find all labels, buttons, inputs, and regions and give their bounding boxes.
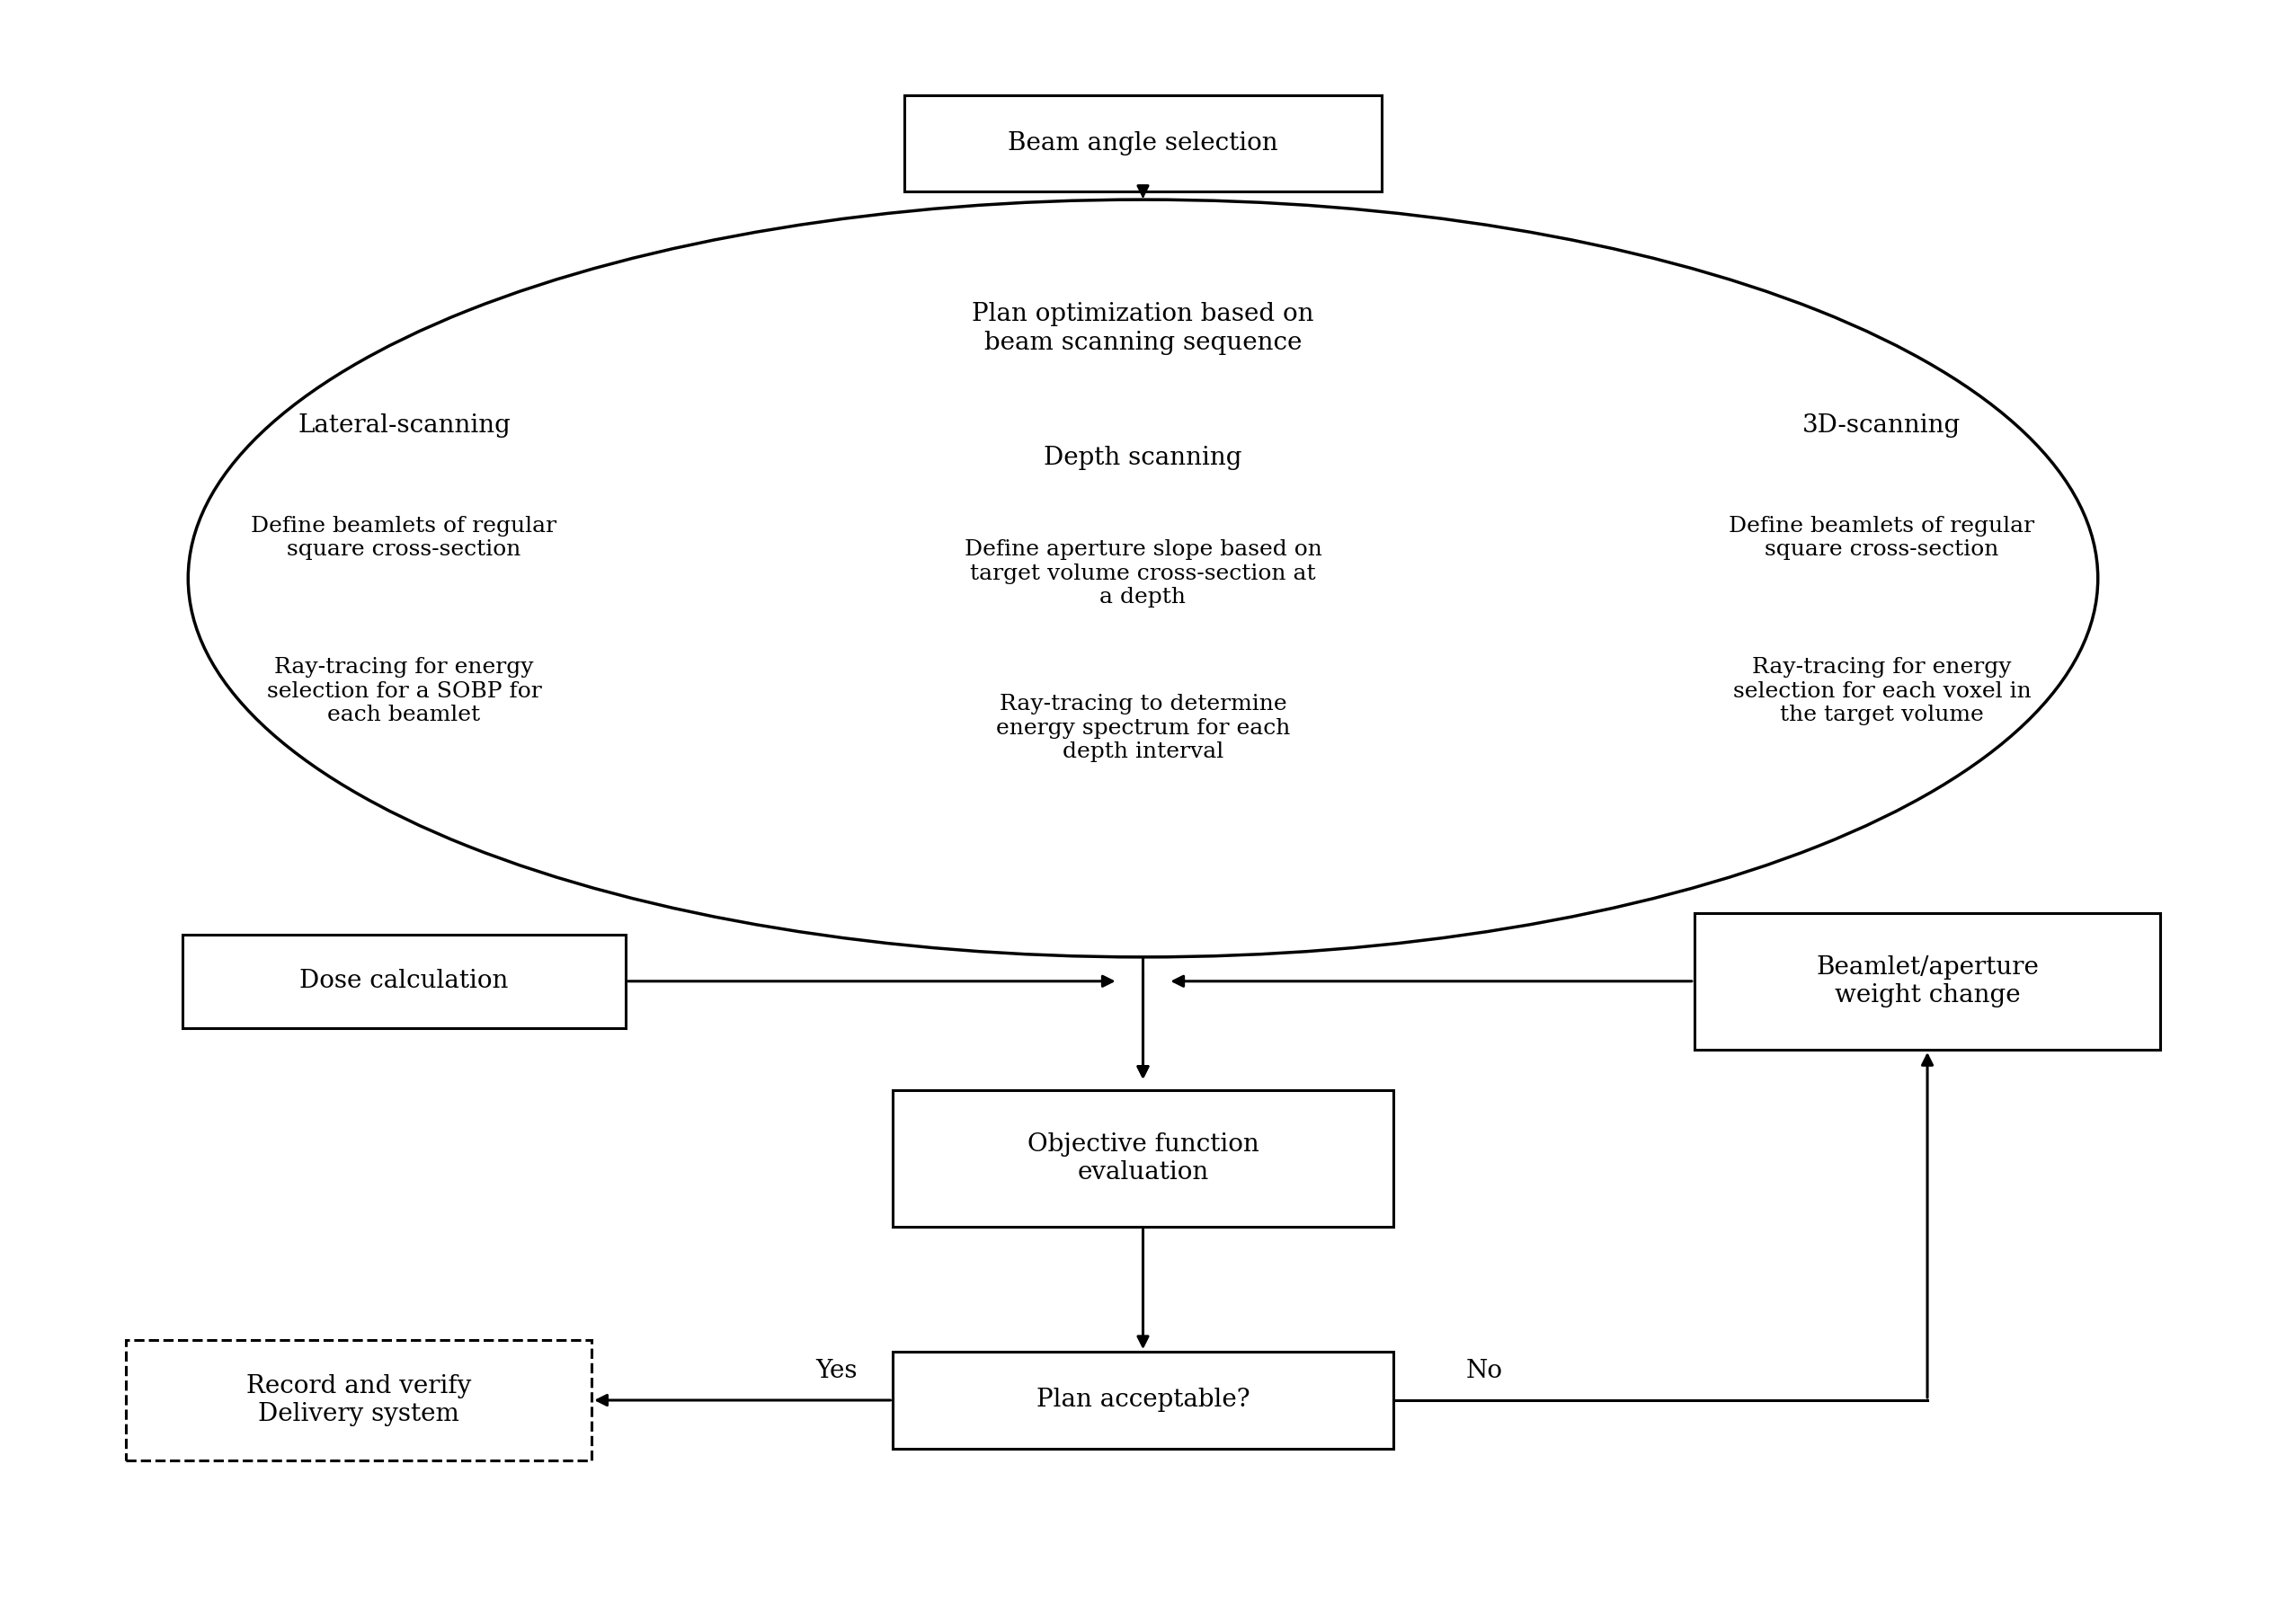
Text: Define beamlets of regular
square cross-section: Define beamlets of regular square cross-… bbox=[1728, 516, 2035, 560]
Text: Objective function
evaluation: Objective function evaluation bbox=[1026, 1132, 1260, 1184]
FancyBboxPatch shape bbox=[894, 1090, 1392, 1228]
Text: No: No bbox=[1465, 1359, 1502, 1384]
Text: Define aperture slope based on
target volume cross-section at
a depth: Define aperture slope based on target vo… bbox=[965, 539, 1321, 607]
FancyBboxPatch shape bbox=[126, 1340, 592, 1460]
Text: Depth scanning: Depth scanning bbox=[1045, 445, 1241, 469]
Text: Plan acceptable?: Plan acceptable? bbox=[1036, 1389, 1250, 1413]
Text: Lateral-scanning: Lateral-scanning bbox=[297, 412, 510, 437]
Text: Ray-tracing for energy
selection for a SOBP for
each beamlet: Ray-tracing for energy selection for a S… bbox=[267, 656, 542, 726]
Text: 3D-scanning: 3D-scanning bbox=[1804, 412, 1961, 437]
FancyBboxPatch shape bbox=[183, 934, 626, 1028]
Text: Beamlet/aperture
weight change: Beamlet/aperture weight change bbox=[1815, 955, 2039, 1007]
Text: Dose calculation: Dose calculation bbox=[299, 970, 507, 994]
Text: Plan optimization based on
beam scanning sequence: Plan optimization based on beam scanning… bbox=[972, 302, 1314, 354]
Text: Define beamlets of regular
square cross-section: Define beamlets of regular square cross-… bbox=[251, 516, 558, 560]
Text: Ray-tracing for energy
selection for each voxel in
the target volume: Ray-tracing for energy selection for eac… bbox=[1733, 656, 2030, 726]
FancyBboxPatch shape bbox=[894, 1351, 1392, 1449]
Text: Record and verify
Delivery system: Record and verify Delivery system bbox=[247, 1374, 471, 1426]
FancyBboxPatch shape bbox=[1694, 913, 2160, 1049]
Text: Yes: Yes bbox=[816, 1359, 857, 1384]
Text: Ray-tracing to determine
energy spectrum for each
depth interval: Ray-tracing to determine energy spectrum… bbox=[997, 693, 1289, 762]
FancyBboxPatch shape bbox=[905, 94, 1381, 192]
Text: Beam angle selection: Beam angle selection bbox=[1008, 132, 1278, 156]
